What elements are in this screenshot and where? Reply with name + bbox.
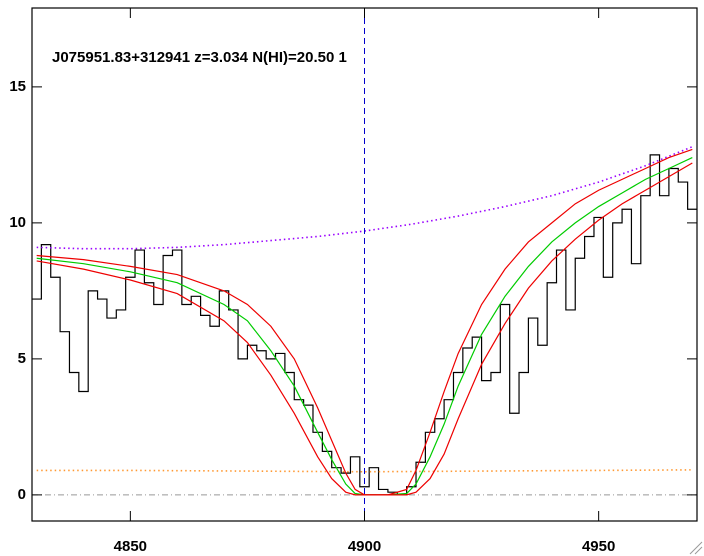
- x-tick-label: 4850: [114, 538, 147, 555]
- chart-title: J075951.83+312941 z=3.034 N(HI)=20.50 1: [52, 49, 347, 66]
- series-line: [36, 157, 693, 496]
- x-tick-label: 4950: [582, 538, 615, 555]
- y-tick-label: 15: [9, 78, 26, 95]
- x-tick-label: 4900: [348, 538, 381, 555]
- resize-grip: [689, 541, 703, 555]
- plot-area: [32, 8, 697, 521]
- y-tick-label: 0: [18, 486, 26, 503]
- y-tick-label: 5: [18, 350, 26, 367]
- series-line: [32, 154, 697, 496]
- y-tick-label: 10: [9, 214, 26, 231]
- series-line: [36, 162, 693, 496]
- series-line: [36, 148, 693, 496]
